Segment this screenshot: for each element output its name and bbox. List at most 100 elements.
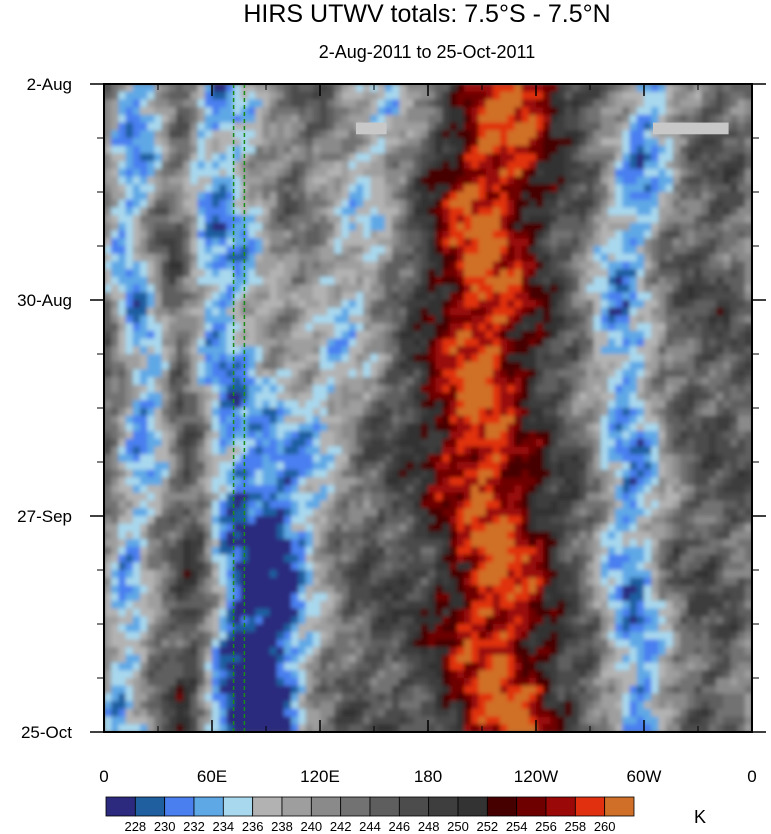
heatmap-cell bbox=[226, 292, 235, 301]
heatmap-cell bbox=[701, 222, 710, 232]
heatmap-cell bbox=[248, 330, 256, 340]
heatmap-cell bbox=[204, 462, 213, 471]
heatmap-cell bbox=[298, 199, 307, 209]
heatmap-cell bbox=[356, 354, 364, 363]
heatmap-cell bbox=[672, 138, 681, 147]
heatmap-cell bbox=[636, 230, 645, 239]
heatmap-cell bbox=[255, 431, 263, 440]
heatmap-cell bbox=[320, 392, 328, 401]
heatmap-cell bbox=[219, 99, 227, 108]
heatmap-cell bbox=[694, 454, 703, 463]
heatmap-cell bbox=[651, 392, 659, 401]
heatmap-cell bbox=[269, 114, 278, 124]
heatmap-cell bbox=[586, 300, 595, 309]
heatmap-cell bbox=[233, 431, 242, 440]
heatmap-cell bbox=[111, 392, 119, 401]
heatmap-cell bbox=[392, 269, 400, 278]
heatmap-cell bbox=[744, 330, 752, 340]
heatmap-cell bbox=[521, 485, 530, 494]
heatmap-cell bbox=[197, 284, 206, 293]
heatmap-cell bbox=[687, 114, 695, 124]
heatmap-cell bbox=[327, 168, 335, 178]
heatmap-cell bbox=[406, 446, 415, 455]
heatmap-cell bbox=[701, 176, 710, 185]
heatmap-cell bbox=[507, 346, 515, 355]
heatmap-cell bbox=[572, 269, 580, 278]
heatmap-cell bbox=[183, 276, 191, 286]
heatmap-cell bbox=[615, 130, 623, 139]
heatmap-cell bbox=[492, 138, 501, 147]
heatmap-cell bbox=[550, 346, 559, 355]
heatmap-cell bbox=[536, 238, 544, 247]
heatmap-cell bbox=[572, 415, 580, 425]
heatmap-cell bbox=[593, 276, 602, 286]
heatmap-cell bbox=[608, 415, 616, 425]
heatmap-cell bbox=[104, 300, 112, 309]
heatmap-cell bbox=[312, 408, 321, 417]
heatmap-cell bbox=[197, 130, 206, 139]
heatmap-cell bbox=[248, 176, 256, 185]
heatmap-cell bbox=[586, 469, 595, 479]
heatmap-cell bbox=[312, 323, 321, 332]
heatmap-cell bbox=[478, 369, 487, 378]
heatmap-cell bbox=[687, 384, 695, 394]
heatmap-cell bbox=[183, 114, 191, 124]
heatmap-cell bbox=[629, 500, 638, 509]
heatmap-cell bbox=[392, 138, 400, 147]
heatmap-cell bbox=[543, 99, 551, 108]
heatmap-cell bbox=[183, 138, 191, 147]
heatmap-cell bbox=[262, 400, 271, 409]
heatmap-cell bbox=[644, 446, 652, 455]
heatmap-cell bbox=[744, 122, 752, 131]
heatmap-cell bbox=[176, 377, 184, 386]
heatmap-cell bbox=[384, 246, 393, 255]
heatmap-cell bbox=[500, 369, 508, 378]
heatmap-cell bbox=[176, 400, 184, 409]
heatmap-cell bbox=[572, 323, 580, 332]
heatmap-cell bbox=[456, 492, 465, 502]
heatmap-cell bbox=[449, 315, 458, 324]
heatmap-cell bbox=[147, 477, 155, 486]
heatmap-cell bbox=[219, 107, 227, 116]
heatmap-cell bbox=[572, 485, 580, 494]
heatmap-cell bbox=[291, 107, 299, 116]
heatmap-cell bbox=[564, 114, 573, 124]
heatmap-cell bbox=[125, 284, 134, 293]
heatmap-cell bbox=[219, 184, 227, 193]
heatmap-cell bbox=[593, 122, 602, 131]
heatmap-cell bbox=[132, 485, 141, 494]
heatmap-cell bbox=[392, 199, 400, 209]
heatmap-cell bbox=[168, 199, 177, 209]
heatmap-cell bbox=[125, 192, 134, 201]
heatmap-cell bbox=[291, 215, 299, 224]
heatmap-cell bbox=[262, 145, 271, 155]
heatmap-cell bbox=[543, 230, 551, 239]
heatmap-cell bbox=[572, 400, 580, 409]
heatmap-cell bbox=[161, 431, 170, 440]
heatmap-cell bbox=[586, 454, 595, 463]
heatmap-cell bbox=[737, 454, 746, 463]
heatmap-cell bbox=[464, 462, 472, 471]
heatmap-cell bbox=[449, 384, 458, 394]
heatmap-cell bbox=[730, 168, 739, 178]
heatmap-cell bbox=[219, 454, 227, 463]
heatmap-cell bbox=[370, 369, 379, 378]
heatmap-cell bbox=[248, 215, 256, 224]
heatmap-cell bbox=[651, 292, 659, 301]
heatmap-cell bbox=[348, 408, 357, 417]
heatmap-cell bbox=[370, 184, 379, 193]
heatmap-cell bbox=[219, 138, 227, 147]
heatmap-cell bbox=[104, 145, 112, 155]
heatmap-cell bbox=[456, 462, 465, 471]
heatmap-cell bbox=[204, 153, 213, 162]
heatmap-cell bbox=[305, 462, 314, 471]
heatmap-cell bbox=[521, 207, 530, 216]
heatmap-cell bbox=[312, 138, 321, 147]
heatmap-cell bbox=[334, 261, 343, 270]
heatmap-cell bbox=[140, 415, 148, 425]
heatmap-cell bbox=[125, 361, 134, 371]
heatmap-cell bbox=[356, 253, 364, 263]
heatmap-cell bbox=[226, 138, 235, 147]
heatmap-cell bbox=[536, 107, 544, 116]
heatmap-cell bbox=[507, 446, 515, 455]
